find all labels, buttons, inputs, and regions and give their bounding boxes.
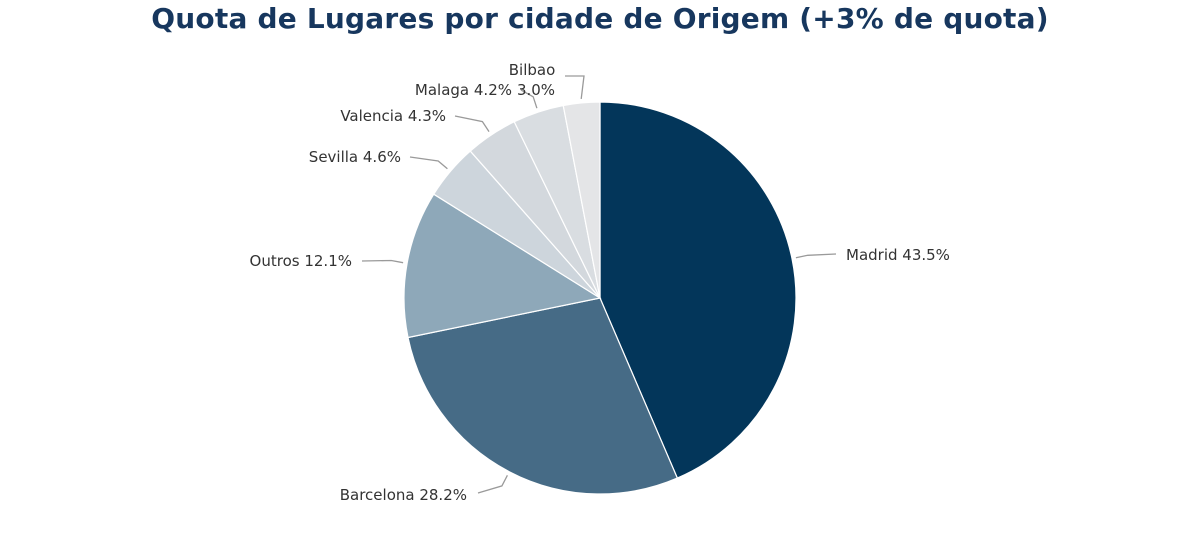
data-label-malaga: Malaga 4.2% [415, 81, 512, 99]
pie-slice-bilbao [562, 101, 601, 299]
pie-slices [403, 101, 797, 495]
data-label-bilbao-name: Bilbao [509, 61, 556, 79]
data-label-barcelona: Barcelona 28.2% [340, 486, 467, 504]
leader-line-valencia [454, 115, 490, 132]
data-label-sevilla: Sevilla 4.6% [309, 148, 401, 166]
pie-slice-barcelona [407, 297, 679, 495]
data-label-madrid: Madrid 43.5% [846, 246, 950, 264]
pie-slice-outros [403, 193, 602, 339]
leader-line-sevilla [409, 156, 448, 170]
leader-lines [361, 75, 837, 494]
leader-line-barcelona [477, 475, 508, 494]
data-label-outros: Outros 12.1% [250, 252, 352, 270]
data-label-valencia: Valencia 4.3% [340, 107, 446, 125]
data-label-bilbao-value: 3.0% [517, 81, 555, 99]
leader-line-madrid [795, 253, 837, 259]
pie-slice-madrid [599, 101, 797, 479]
leader-line-outros [361, 259, 404, 264]
chart-title: Quota de Lugares por cidade de Origem (+… [151, 2, 1049, 35]
leader-line-malaga [520, 89, 538, 109]
leader-line-bilbao [565, 75, 585, 99]
slice-labels: Madrid 43.5% Barcelona 28.2% Outros 12.1% S… [250, 61, 950, 504]
